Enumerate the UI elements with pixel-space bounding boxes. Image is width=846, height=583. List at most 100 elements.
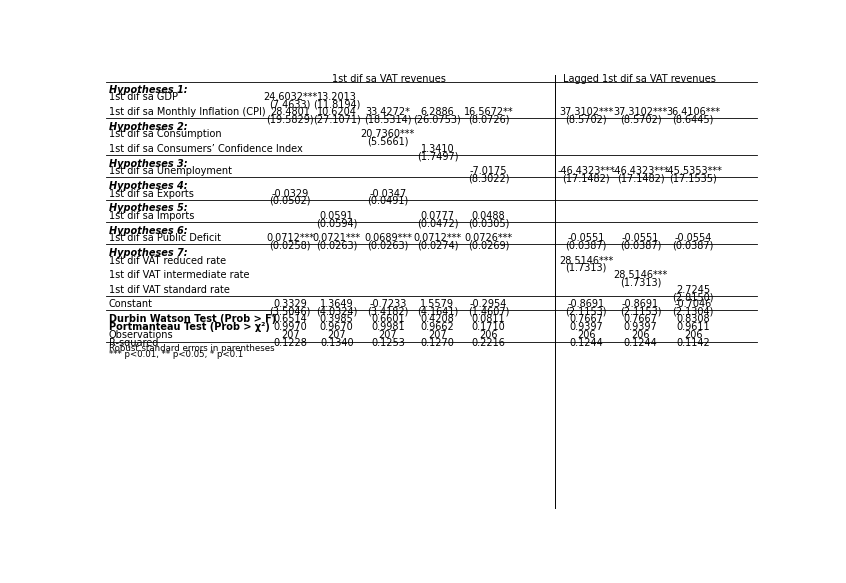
Text: 20.7360***: 20.7360*** [360,129,415,139]
Text: (0.0263): (0.0263) [316,241,357,251]
Text: 0.3329: 0.3329 [273,300,307,310]
Text: Hypotheses 6:: Hypotheses 6: [109,226,188,236]
Text: (17.1482): (17.1482) [617,174,664,184]
Text: Hypotheses 1:: Hypotheses 1: [109,85,188,94]
Text: (2.1153): (2.1153) [620,307,662,317]
Text: 207: 207 [378,330,397,340]
Text: (4.1641): (4.1641) [417,307,458,317]
Text: (8.5702): (8.5702) [565,114,607,124]
Text: Lagged 1st dif sa VAT revenues: Lagged 1st dif sa VAT revenues [563,74,717,84]
Text: -0.7233: -0.7233 [369,300,407,310]
Text: (2.1153): (2.1153) [565,307,607,317]
Text: 36.4106***: 36.4106*** [666,107,720,117]
Text: (17.1535): (17.1535) [669,174,717,184]
Text: (0.0387): (0.0387) [566,241,607,251]
Text: 28.4801: 28.4801 [270,107,310,117]
Text: 0.9970: 0.9970 [273,322,307,332]
Text: (1.4607): (1.4607) [468,307,509,317]
Text: R-squared: R-squared [109,338,158,348]
Text: 1st dif sa Consumers’ Confidence Index: 1st dif sa Consumers’ Confidence Index [109,144,303,154]
Text: 0.0712***: 0.0712*** [414,233,462,243]
Text: 0.0591: 0.0591 [320,211,354,221]
Text: 0.2216: 0.2216 [472,338,506,348]
Text: 207: 207 [428,330,447,340]
Text: (8.6445): (8.6445) [673,114,714,124]
Text: 0.3985: 0.3985 [320,314,354,324]
Text: (2.8150): (2.8150) [673,292,714,302]
Text: (8.5702): (8.5702) [619,114,662,124]
Text: 0.0777: 0.0777 [420,211,454,221]
Text: (18.5314): (18.5314) [364,114,412,124]
Text: 0.9611: 0.9611 [677,322,710,332]
Text: (26.0753): (26.0753) [414,114,461,124]
Text: 206: 206 [577,330,596,340]
Text: (8.0726): (8.0726) [468,114,509,124]
Text: 6.2886: 6.2886 [420,107,454,117]
Text: (11.8194): (11.8194) [313,100,360,110]
Text: 0.0689***: 0.0689*** [364,233,412,243]
Text: 206: 206 [480,330,497,340]
Text: Robust standard errors in parentheses: Robust standard errors in parentheses [109,344,274,353]
Text: 0.6601: 0.6601 [371,314,404,324]
Text: 0.7667: 0.7667 [569,314,603,324]
Text: Hypotheses 4:: Hypotheses 4: [109,181,188,191]
Text: 28.5146***: 28.5146*** [613,270,667,280]
Text: 0.1142: 0.1142 [676,338,710,348]
Text: Portmanteau Test (Prob > χ²): Portmanteau Test (Prob > χ²) [109,322,270,332]
Text: (1.7313): (1.7313) [566,263,607,273]
Text: 0.8308: 0.8308 [677,314,710,324]
Text: 0.1228: 0.1228 [273,338,307,348]
Text: (19.5829): (19.5829) [266,114,314,124]
Text: *** p<0.01, ** p<0.05, * p<0.1: *** p<0.01, ** p<0.05, * p<0.1 [109,350,243,359]
Text: (1.7497): (1.7497) [417,151,459,161]
Text: 1st dif sa Consumption: 1st dif sa Consumption [109,129,222,139]
Text: (0.0387): (0.0387) [673,241,714,251]
Text: 0.7667: 0.7667 [624,314,657,324]
Text: 1st dif sa VAT revenues: 1st dif sa VAT revenues [332,74,447,84]
Text: Hypotheses 7:: Hypotheses 7: [109,248,188,258]
Text: (1.7313): (1.7313) [620,278,662,287]
Text: 1st dif sa Unemployment: 1st dif sa Unemployment [109,166,232,176]
Text: -0.8691: -0.8691 [568,300,605,310]
Text: 37.3102***: 37.3102*** [559,107,613,117]
Text: 33.4272*: 33.4272* [365,107,410,117]
Text: (17.1482): (17.1482) [563,174,610,184]
Text: 1st dif VAT reduced rate: 1st dif VAT reduced rate [109,255,226,265]
Text: 1st dif sa Exports: 1st dif sa Exports [109,188,194,199]
Text: (0.0269): (0.0269) [468,241,509,251]
Text: -0.0551: -0.0551 [568,233,605,243]
Text: Hypotheses 5:: Hypotheses 5: [109,203,188,213]
Text: (0.0472): (0.0472) [417,218,459,228]
Text: (27.1071): (27.1071) [313,114,360,124]
Text: (0.0387): (0.0387) [620,241,662,251]
Text: (7.4633): (7.4633) [270,100,310,110]
Text: 0.0811: 0.0811 [472,314,505,324]
Text: -0.8691: -0.8691 [622,300,659,310]
Text: 206: 206 [684,330,702,340]
Text: Constant: Constant [109,300,153,310]
Text: 0.9670: 0.9670 [320,322,354,332]
Text: Observations: Observations [109,330,173,340]
Text: 1st dif sa Monthly Inflation (CPI): 1st dif sa Monthly Inflation (CPI) [109,107,266,117]
Text: (8.3022): (8.3022) [468,174,509,184]
Text: 1st dif sa Imports: 1st dif sa Imports [109,211,195,221]
Text: 0.1244: 0.1244 [624,338,657,348]
Text: 28.5146***: 28.5146*** [559,255,613,265]
Text: (0.0274): (0.0274) [417,241,459,251]
Text: Hypotheses 3:: Hypotheses 3: [109,159,188,168]
Text: 207: 207 [281,330,299,340]
Text: (3.4182): (3.4182) [367,307,409,317]
Text: 1.3410: 1.3410 [420,144,454,154]
Text: 0.1340: 0.1340 [320,338,354,348]
Text: 24.6032***: 24.6032*** [263,92,317,102]
Text: (0.0594): (0.0594) [316,218,357,228]
Text: -7.0175: -7.0175 [470,166,508,176]
Text: 1.3649: 1.3649 [320,300,354,310]
Text: -45.5353***: -45.5353*** [664,166,722,176]
Text: 0.1244: 0.1244 [569,338,603,348]
Text: (5.5661): (5.5661) [367,136,409,146]
Text: 0.0712***: 0.0712*** [266,233,314,243]
Text: 10.6204: 10.6204 [316,107,357,117]
Text: 1st dif VAT intermediate rate: 1st dif VAT intermediate rate [109,270,250,280]
Text: Durbin Watson Test (Prob > F): Durbin Watson Test (Prob > F) [109,314,276,324]
